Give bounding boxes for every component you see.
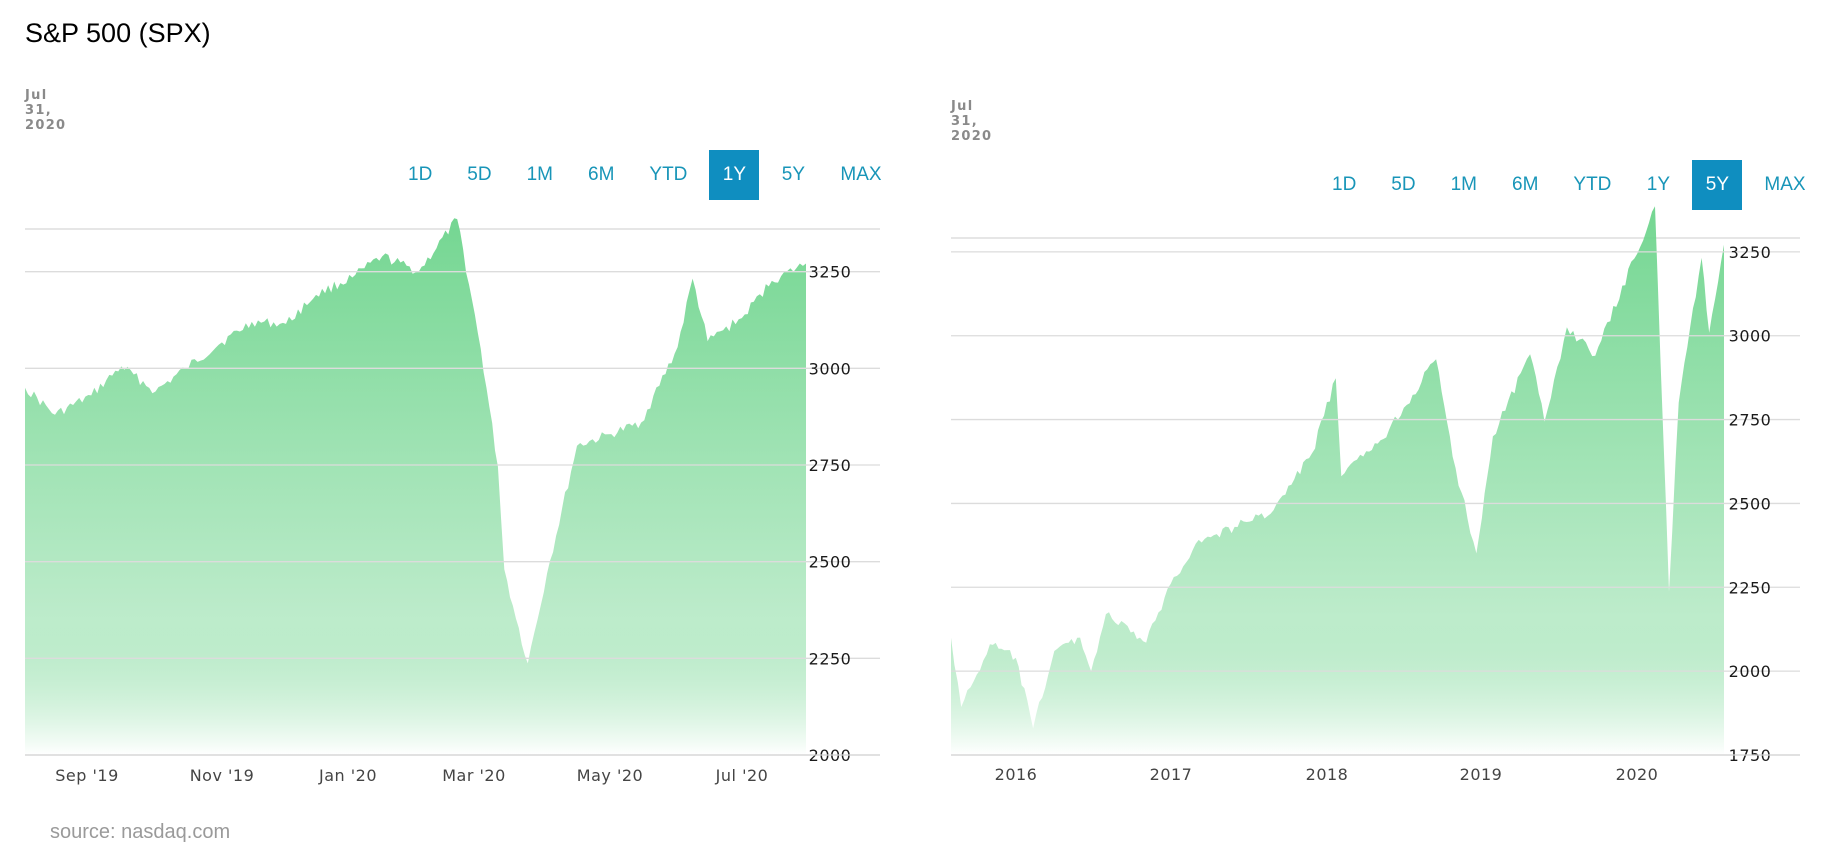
range-button-1d[interactable]: 1D xyxy=(408,164,433,185)
range-button-5d[interactable]: 5D xyxy=(1391,174,1416,195)
price-area xyxy=(951,206,1724,755)
x-tick-label: Mar '20 xyxy=(442,766,506,785)
range-button-5y[interactable]: 5Y xyxy=(781,164,806,185)
y-tick-label: 3250 xyxy=(1729,243,1772,262)
y-tick-label: 2750 xyxy=(1729,411,1772,430)
x-tick-label: 2019 xyxy=(1460,765,1503,784)
range-button-6m[interactable]: 6M xyxy=(588,164,615,185)
x-tick-label: May '20 xyxy=(577,766,643,785)
x-tick-label: Jan '20 xyxy=(318,766,377,785)
y-tick-label: 2500 xyxy=(809,553,852,572)
x-tick-label: 2020 xyxy=(1616,765,1659,784)
range-button-6m[interactable]: 6M xyxy=(1512,174,1539,195)
x-tick-label: 2018 xyxy=(1306,765,1349,784)
range-button-1m[interactable]: 1M xyxy=(526,164,553,185)
x-tick-label: Sep '19 xyxy=(55,766,119,785)
y-tick-label: 3000 xyxy=(1729,327,1772,346)
chart-date: Jul 31, 2020 xyxy=(25,88,67,133)
source-caption: source: nasdaq.com xyxy=(50,821,231,843)
range-selector: 1D 5D 1M 6M YTD 1Y 5Y MAX xyxy=(1310,160,1819,210)
range-button-max[interactable]: MAX xyxy=(1764,174,1806,195)
price-area xyxy=(25,218,806,756)
y-tick-label: 2500 xyxy=(1729,494,1772,513)
range-button-1d[interactable]: 1D xyxy=(1332,174,1357,195)
chart-date: Jul 31, 2020 xyxy=(951,99,993,144)
range-button-1m[interactable]: 1M xyxy=(1450,174,1477,195)
range-selector: 1D 5D 1M 6M YTD 1Y 5Y MAX xyxy=(386,150,895,200)
x-tick-label: 2016 xyxy=(995,765,1038,784)
y-tick-label: 3000 xyxy=(809,359,852,378)
x-tick-label: Jul '20 xyxy=(715,766,769,785)
range-button-1y[interactable]: 1Y xyxy=(1646,174,1671,195)
y-tick-label: 2000 xyxy=(1729,662,1772,681)
y-tick-label: 3250 xyxy=(809,263,852,282)
range-button-5y[interactable]: 5Y xyxy=(1692,160,1743,210)
range-button-ytd[interactable]: YTD xyxy=(1573,174,1612,195)
y-tick-label: 2250 xyxy=(809,649,852,668)
range-button-ytd[interactable]: YTD xyxy=(649,164,688,185)
y-tick-label: 2750 xyxy=(809,456,852,475)
range-button-max[interactable]: MAX xyxy=(840,164,882,185)
page-title: S&P 500 (SPX) xyxy=(25,18,211,48)
x-tick-label: 2017 xyxy=(1150,765,1193,784)
range-button-5d[interactable]: 5D xyxy=(467,164,492,185)
x-tick-label: Nov '19 xyxy=(190,766,255,785)
range-button-1y[interactable]: 1Y xyxy=(709,150,760,200)
y-tick-label: 2250 xyxy=(1729,578,1772,597)
